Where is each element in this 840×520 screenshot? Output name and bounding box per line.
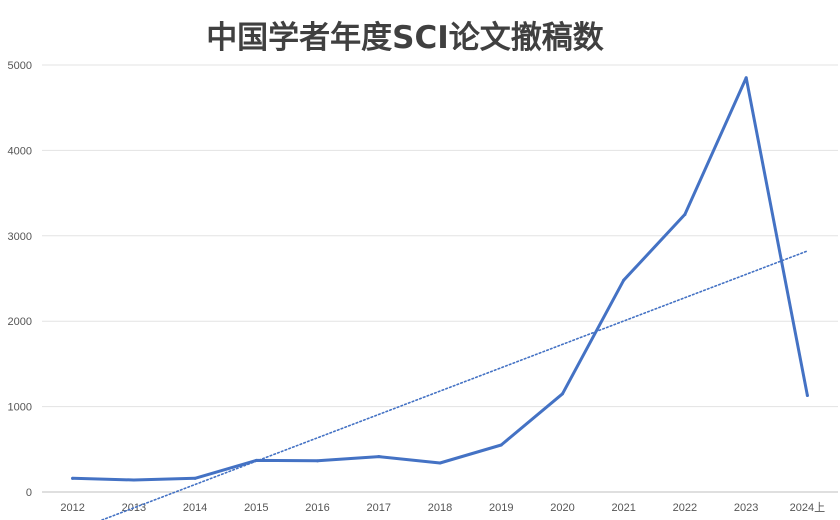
trendline (101, 250, 809, 520)
data-point (316, 459, 320, 463)
y-tick-label: 1000 (8, 402, 32, 414)
y-tick-label: 5000 (8, 60, 32, 72)
data-point (683, 212, 687, 216)
y-tick-label: 4000 (8, 145, 32, 157)
data-point (132, 478, 136, 482)
y-tick-label: 2000 (8, 316, 32, 328)
data-point (622, 278, 626, 282)
x-tick-label: 2020 (550, 502, 574, 514)
x-tick-label: 2018 (428, 502, 452, 514)
x-tick-label: 2015 (244, 502, 268, 514)
data-point (744, 76, 748, 80)
y-tick-label: 3000 (8, 231, 32, 243)
data-point (499, 443, 503, 447)
data-point (805, 393, 809, 397)
data-point (71, 476, 75, 480)
data-point (438, 461, 442, 465)
series-line (71, 76, 809, 482)
x-tick-label: 2021 (611, 502, 635, 514)
data-point (377, 455, 381, 459)
x-tick-label: 2016 (305, 502, 329, 514)
data-point (560, 392, 564, 396)
x-tick-label: 2012 (60, 502, 84, 514)
data-point (254, 458, 258, 462)
x-tick-label: 2023 (734, 502, 758, 514)
x-tick-label: 2017 (367, 502, 391, 514)
chart-title: 中国学者年度SCI论文撤稿数 (206, 20, 604, 56)
y-tick-label: 0 (26, 487, 32, 499)
x-tick-label: 2024上 (790, 501, 825, 514)
x-tick-label: 2019 (489, 502, 513, 514)
data-point (193, 476, 197, 480)
x-tick-label: 2014 (183, 502, 207, 514)
x-tick-label: 2022 (673, 502, 697, 514)
